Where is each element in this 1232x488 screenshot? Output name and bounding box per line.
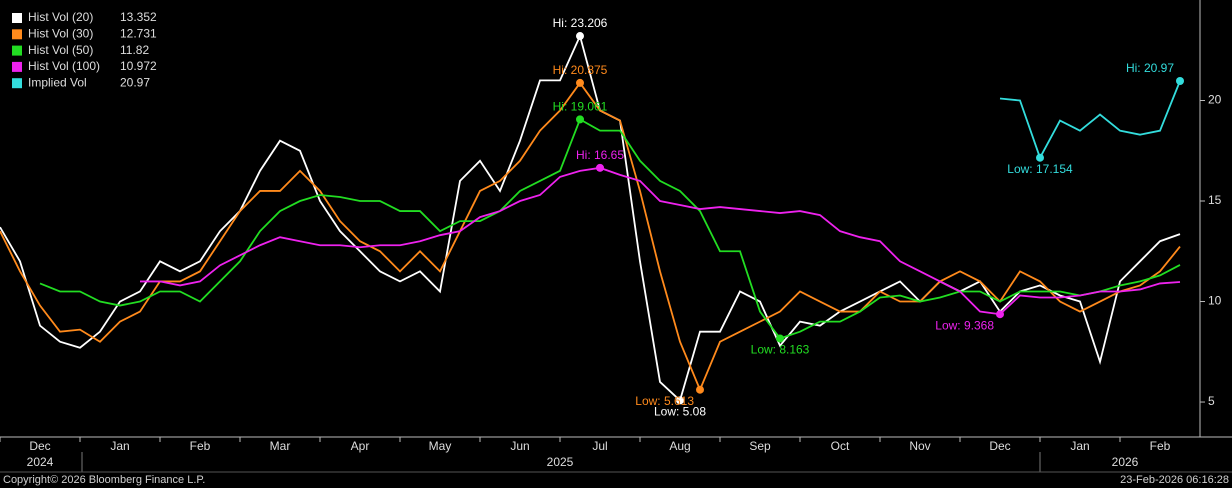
x-tick-label: Jan [110,439,129,453]
legend-swatch [12,61,22,72]
annotation-label: Low: 5.613 [635,394,694,408]
x-tick-label: Aug [669,439,690,453]
annotation-label: Low: 8.163 [751,343,810,357]
y-tick-label: 20 [1208,93,1222,107]
series-line [39,118,1181,340]
year-label: 2024 [27,455,54,469]
x-tick-label: Feb [1150,439,1171,453]
copyright: Copyright© 2026 Bloomberg Finance L.P. [3,474,205,486]
x-tick-label: Dec [989,439,1010,453]
y-tick-label: 15 [1208,193,1222,207]
annotation-label: Hi: 16.65 [576,148,624,162]
x-tick-label: Sep [749,439,771,453]
annotation-label: Hi: 23.206 [553,16,608,30]
series-line [140,166,1181,316]
y-tick-label: 10 [1208,294,1222,308]
legend-label: Implied Vol [28,75,87,89]
x-tick-label: Dec [29,439,50,453]
x-tick-label: Jun [510,439,529,453]
annotation-label: Low: 9.368 [935,318,994,332]
x-tick-label: Mar [270,439,291,453]
annotation-marker [676,396,684,405]
legend-label: Hist Vol (100) [28,59,100,73]
annotation-marker [576,115,584,124]
x-tick-label: Oct [831,439,850,453]
annotation-marker [996,310,1004,319]
annotation-marker [576,78,584,87]
legend-label: Hist Vol (30) [28,26,93,40]
legend-swatch [12,45,22,56]
series-line [0,33,1181,403]
year-label: 2025 [547,455,574,469]
series-line [0,81,1181,393]
legend-value: 12.731 [120,26,157,40]
timestamp: 23-Feb-2026 06:16:28 [1120,474,1229,486]
x-tick-label: Jan [1070,439,1089,453]
y-tick-label: 5 [1208,394,1215,408]
x-tick-label: Nov [909,439,930,453]
series-line [999,80,1181,160]
legend-value: 13.352 [120,10,157,24]
annotation-marker [1176,77,1184,86]
annotation-marker [776,334,784,343]
annotation-marker [1036,153,1044,162]
annotation-marker [596,163,604,172]
year-label: 2026 [1112,455,1139,469]
annotation-label: Hi: 20.875 [553,63,608,77]
annotation-label: Hi: 19.061 [553,100,608,114]
x-tick-label: Jul [592,439,607,453]
annotation-marker [576,32,584,41]
legend-value: 20.97 [120,75,150,89]
legend-box [0,6,166,94]
legend-label: Hist Vol (50) [28,43,93,57]
legend-value: 10.972 [120,59,157,73]
legend-swatch [12,13,22,23]
annotation-label: Low: 5.08 [654,405,706,419]
annotation-marker [696,385,704,394]
legend-label: Hist Vol (20) [28,10,93,24]
legend-swatch [12,78,22,89]
x-tick-label: May [429,439,452,453]
annotation-label: Low: 17.154 [1007,162,1073,176]
legend-swatch [12,29,22,40]
x-tick-label: Apr [351,439,370,453]
legend-value: 11.82 [120,43,149,57]
annotation-label: Hi: 20.97 [1126,61,1174,75]
x-tick-label: Feb [190,439,211,453]
